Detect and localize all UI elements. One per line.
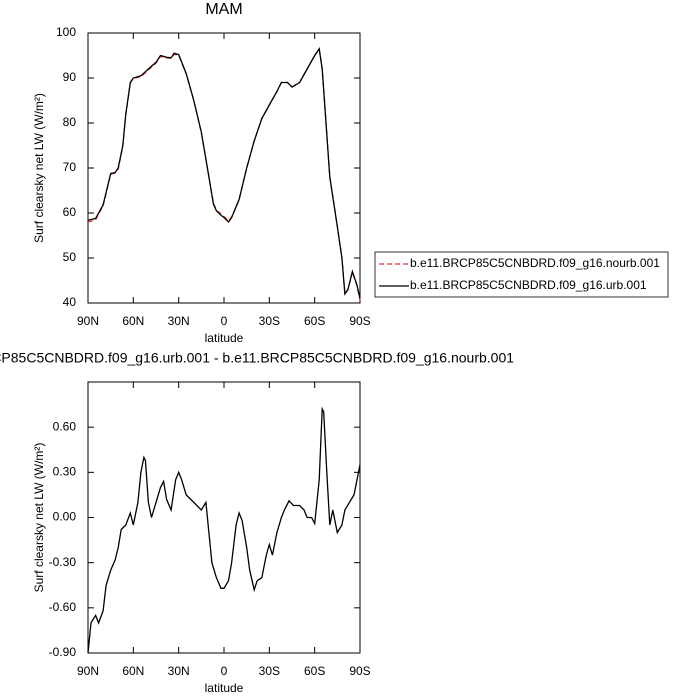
x-tick-label: 90S [349, 314, 370, 328]
x-tick-label: 0 [221, 314, 228, 328]
y-tick-label: 0.60 [53, 419, 77, 433]
legend-box [374, 251, 669, 298]
legend-label: b.e11.BRCP85C5CNBDRD.f09_g16.urb.001 [410, 278, 647, 292]
y-axis-label: Surf clearsky net LW (W/m²) [32, 443, 46, 593]
x-tick-label: 30N [168, 664, 190, 678]
x-tick-label: 30N [168, 314, 190, 328]
y-axis-label: Surf clearsky net LW (W/m²) [32, 93, 46, 243]
y-tick-label: 40 [63, 295, 77, 309]
y-tick-label: -0.30 [49, 555, 77, 569]
y-tick-label: 60 [63, 205, 77, 219]
x-axis-label: latitude [205, 681, 244, 695]
data-line [87, 406, 361, 654]
chart-title: b.e11.BRCP85C5CNBDRD.f09_g16.urb.001 - b… [0, 350, 514, 366]
x-tick-label: 90N [77, 664, 99, 678]
y-tick-label: -0.60 [49, 600, 77, 614]
x-tick-label: 60S [304, 664, 325, 678]
x-tick-label: 60S [304, 314, 325, 328]
x-tick-label: 60N [122, 314, 144, 328]
y-tick-label: 0.00 [53, 510, 77, 524]
x-tick-label: 90N [77, 314, 99, 328]
y-tick-label: 80 [63, 115, 77, 129]
x-tick-label: 0 [221, 664, 228, 678]
x-tick-label: 30S [259, 664, 280, 678]
plot-frame [87, 32, 361, 304]
y-tick-label: -0.90 [49, 645, 77, 659]
data-line [87, 47, 361, 299]
x-tick-label: 30S [259, 314, 280, 328]
x-tick-label: 90S [349, 664, 370, 678]
y-tick-label: 50 [63, 250, 77, 264]
y-tick-label: 100 [56, 25, 76, 39]
y-tick-label: 70 [63, 160, 77, 174]
y-tick-label: 90 [63, 70, 77, 84]
data-line [87, 47, 361, 300]
chart-title: MAM [205, 1, 242, 18]
x-axis-label: latitude [205, 331, 244, 345]
legend-label: b.e11.BRCP85C5CNBDRD.f09_g16.nourb.001 [410, 256, 660, 270]
x-tick-label: 60N [122, 664, 144, 678]
y-tick-label: 0.30 [53, 465, 77, 479]
